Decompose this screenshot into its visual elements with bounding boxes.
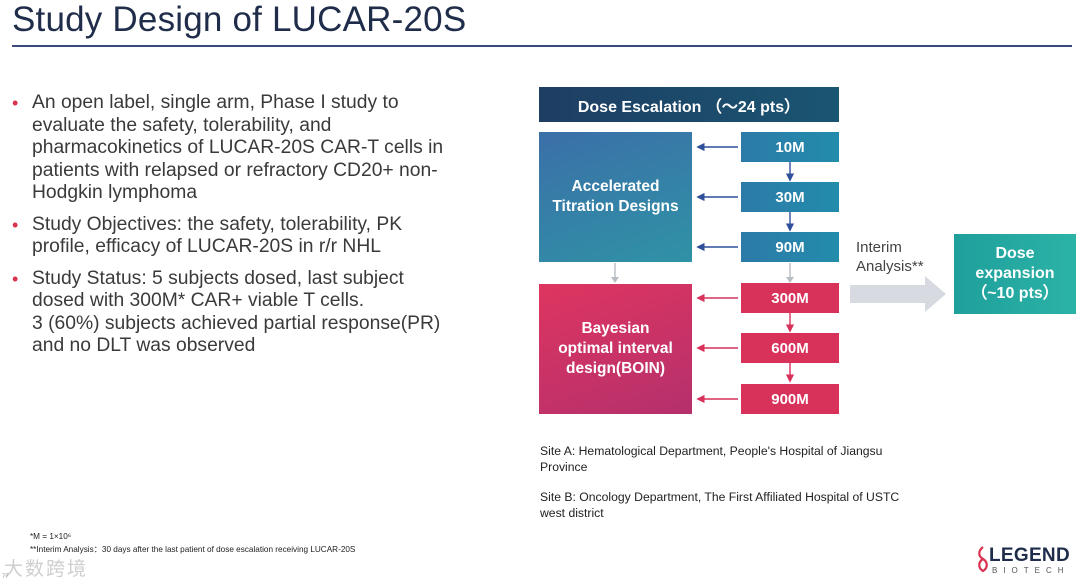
site-b: Site B: Oncology Department, The First A… xyxy=(540,489,940,521)
footnote-interim: **Interim Analysis：30 days after the las… xyxy=(30,545,356,554)
watermark: 大数跨境 xyxy=(4,554,88,581)
expansion-label: expansion xyxy=(975,265,1055,282)
bayesian-label: Bayesian xyxy=(581,320,650,337)
legend-biotech-logo: LEGEND BIOTECH xyxy=(975,545,1075,581)
bullet-line: evaluate the safety, tolerability, and xyxy=(32,114,332,136)
expansion-label: （~10 pts） xyxy=(971,285,1059,302)
dose-90m: 90M xyxy=(741,232,839,262)
bullet-line: pharmacokinetics of LUCAR-20S CAR-T cell… xyxy=(32,137,444,158)
site-line: west district xyxy=(540,506,604,520)
bayesian-boin-box: Bayesian optimal interval design(BOIN) xyxy=(539,284,692,414)
bullet-list: • An open label, single arm, Phase I stu… xyxy=(12,92,502,367)
site-line: Site B: Oncology Department, The First A… xyxy=(540,490,900,504)
page-number: 77 xyxy=(2,574,9,580)
watermark-text: 大数跨境 xyxy=(4,558,89,580)
interim-line: Analysis** xyxy=(856,258,924,275)
dose-expansion-box: Dose expansion （~10 pts） xyxy=(954,234,1076,314)
bullet-line: dosed with 300M* CAR+ viable T cells. xyxy=(32,290,365,311)
bayesian-label: optimal interval xyxy=(558,340,673,357)
accelerated-label: Titration Designs xyxy=(552,198,679,215)
bullet-line: 3 (60%) subjects achieved partial respon… xyxy=(32,312,441,334)
expansion-label: Dose xyxy=(995,245,1035,262)
interim-line: Interim xyxy=(856,239,902,256)
logo-mark-icon xyxy=(978,546,988,573)
interim-analysis-label: Interim Analysis** xyxy=(856,238,924,276)
dose-escalation-header: Dose Escalation （～24 pts） xyxy=(539,87,839,122)
title-divider xyxy=(12,45,1072,47)
bayesian-label: design(BOIN) xyxy=(565,360,666,377)
site-line: Site A: Hematological Department, People… xyxy=(540,444,883,458)
bullet-line: Study Status: 5 subjects dosed, last sub… xyxy=(32,267,404,289)
bullet-item: • Study Status: 5 subjects dosed, last s… xyxy=(12,268,502,358)
accelerated-label: Accelerated xyxy=(571,178,660,195)
bullet-line: and no DLT was observed xyxy=(32,335,256,356)
footnote-m: *M = 1×10⁶ xyxy=(30,532,72,541)
bullet-icon: • xyxy=(12,214,19,235)
dose-600m: 600M xyxy=(741,333,839,363)
site-a: Site A: Hematological Department, People… xyxy=(540,443,940,475)
accelerated-titration-box: Accelerated Titration Designs xyxy=(539,132,692,262)
arrow-accel-to-bayes-head xyxy=(611,277,619,283)
bullet-line: Hodgkin lymphoma xyxy=(32,182,198,203)
logo-sub: BIOTECH xyxy=(992,566,1070,575)
bullet-item: • Study Objectives: the safety, tolerabi… xyxy=(12,214,502,259)
bullet-line: Study Objectives: the safety, tolerabili… xyxy=(32,213,403,235)
bullet-item: • An open label, single arm, Phase I stu… xyxy=(12,92,502,205)
dose-10m: 10M xyxy=(741,132,839,162)
bullet-line: profile, efficacy of LUCAR-20S in r/r NH… xyxy=(32,236,381,257)
dose-300m: 300M xyxy=(741,283,839,313)
interim-arrow xyxy=(850,276,946,312)
site-line: Province xyxy=(540,460,588,474)
bullet-line: patients with relapsed or refractory CD2… xyxy=(32,159,438,181)
logo-word: LEGEND xyxy=(989,545,1070,566)
dose-900m: 900M xyxy=(741,384,839,414)
bullet-icon: • xyxy=(12,93,19,113)
bullet-line: An open label, single arm, Phase I study… xyxy=(32,92,399,113)
page-title: Study Design of LUCAR-20S xyxy=(12,0,467,39)
bullet-icon: • xyxy=(12,268,19,289)
dose-30m: 30M xyxy=(741,182,839,212)
